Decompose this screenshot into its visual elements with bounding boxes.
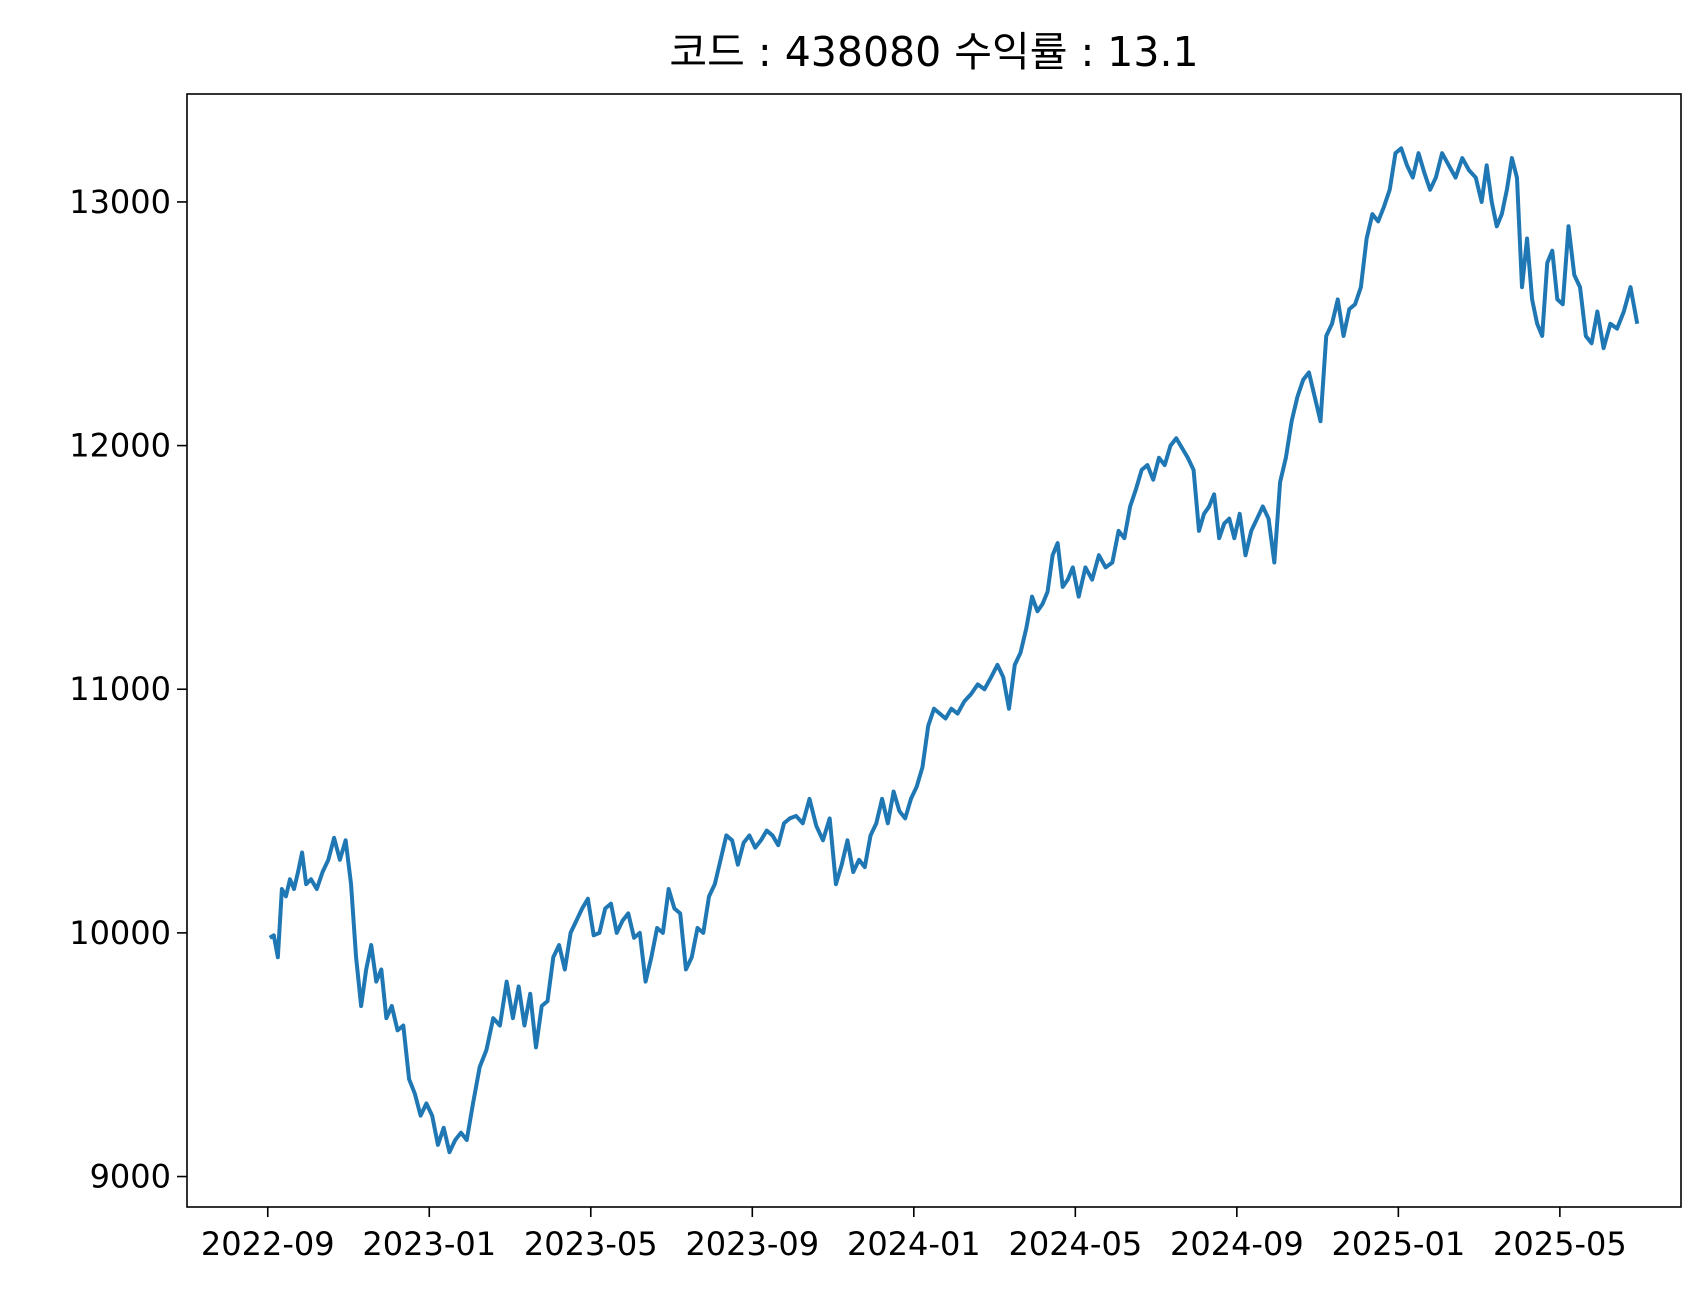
data-line [268, 146, 1640, 1155]
plot-frame [186, 93, 1682, 1208]
chart-title: 코드 : 438080 수익률 : 13.1 [669, 28, 1198, 76]
x-tick-label: 2023-01 [362, 1225, 496, 1263]
y-tick-label: 13000 [69, 183, 171, 221]
x-tick-label: 2025-01 [1331, 1225, 1465, 1263]
y-tick-label: 9000 [90, 1158, 171, 1196]
y-tick-label: 10000 [69, 914, 171, 952]
y-tick-label: 12000 [69, 427, 171, 465]
x-tick-label: 2022-09 [201, 1225, 335, 1263]
x-tick-label: 2024-01 [847, 1225, 981, 1263]
y-tick-label: 11000 [69, 670, 171, 708]
x-tick-label: 2023-05 [524, 1225, 658, 1263]
x-tick-label: 2024-09 [1170, 1225, 1304, 1263]
x-tick-label: 2023-09 [685, 1225, 819, 1263]
x-tick-label: 2024-05 [1008, 1225, 1142, 1263]
x-tick-label: 2025-05 [1493, 1225, 1627, 1263]
